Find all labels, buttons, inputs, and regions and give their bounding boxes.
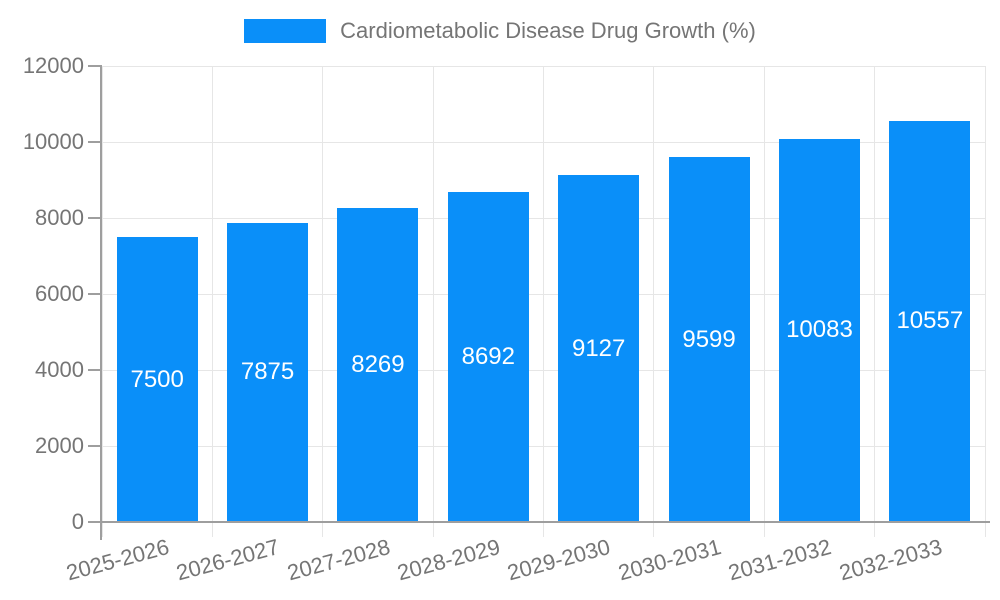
bar-value-label: 10083 [786,316,853,344]
y-tick-label: 6000 [35,281,84,306]
bar-value-label: 7500 [130,365,184,393]
gridline-v [763,66,765,537]
x-tick-label: 2028-2029 [394,534,503,586]
y-axis-tick [88,369,102,371]
y-tick-label: 10000 [22,129,84,154]
x-tick-label: 2027-2028 [284,534,393,586]
bar-value-label: 9599 [682,325,736,353]
y-axis-tick [88,217,102,219]
legend-label: Cardiometabolic Disease Drug Growth (%) [340,18,756,43]
gridline-v [432,66,434,537]
gridline-v [322,66,324,537]
y-axis-tick [88,293,102,295]
y-tick-label: 8000 [35,205,84,230]
x-tick-label: 2026-2027 [173,534,283,586]
bar [337,207,419,522]
y-axis-tick [88,141,102,143]
gridline-v [653,66,655,537]
bar [116,237,198,522]
chart-legend[interactable]: Cardiometabolic Disease Drug Growth (%) [0,18,1000,44]
bar [227,222,309,522]
bar-value-label: 10557 [896,307,964,335]
bar [668,157,750,522]
y-axis-line [100,66,102,540]
legend-swatch [244,19,327,43]
bar-value-label: 9127 [571,334,626,362]
y-axis-tick [88,445,102,447]
gridline-v [874,66,876,537]
bar [447,191,529,522]
bar [889,120,971,522]
y-tick-label: 4000 [35,357,84,382]
gridline-v [101,66,103,537]
bar-value-label: 8269 [351,350,405,378]
x-tick-label: 2030-2031 [615,534,724,586]
y-tick-label: 0 [71,509,84,534]
gridline-v [984,66,986,537]
y-axis-tick [88,65,102,67]
y-tick-label: 12000 [22,53,84,78]
x-axis-line [88,521,990,523]
x-tick-label: 2029-2030 [505,534,614,586]
x-tick-label: 2025-2026 [63,534,172,586]
bar-value-label: 7875 [240,358,295,386]
x-tick-label: 2032-2033 [836,534,945,586]
y-tick-label: 2000 [35,433,84,458]
gridline-v [543,66,544,537]
bar [558,175,640,522]
gridline-v [211,66,213,537]
bar-value-label: 8692 [461,342,515,370]
bar [778,138,860,522]
x-tick-label: 2031-2032 [725,534,834,586]
